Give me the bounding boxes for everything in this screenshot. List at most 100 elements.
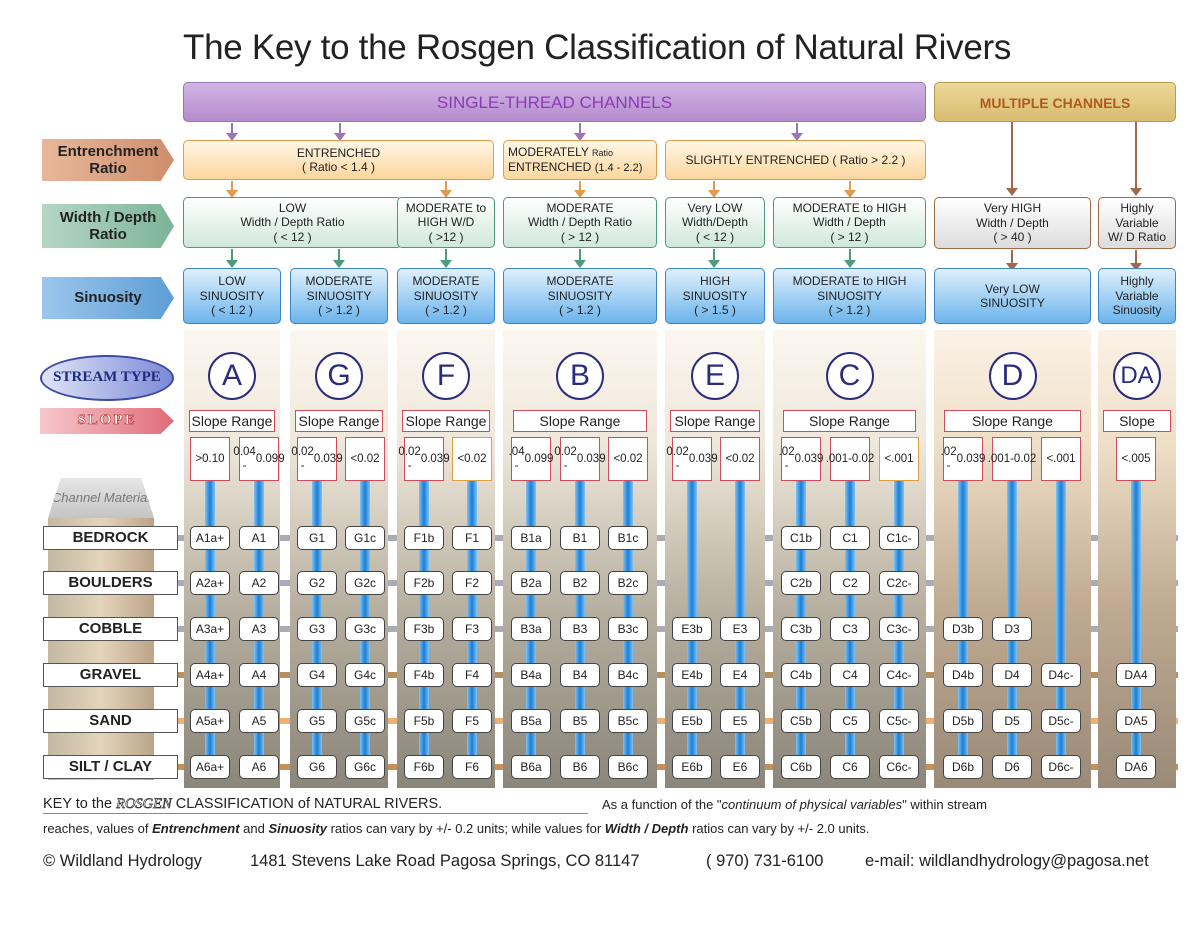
stream-cell: C2 [830, 571, 870, 595]
slope-value: 0.02 -0.039 [554, 437, 606, 481]
connector-arrow [1130, 188, 1142, 196]
width-depth-box: MODERATE Width / Depth Ratio( > 12 ) [503, 197, 657, 248]
stream-cell: A2 [239, 571, 279, 595]
stream-cell: D6 [992, 755, 1032, 779]
slope-value: 0.02 -0.039 [666, 437, 718, 481]
stream-cell: F2b [404, 571, 444, 595]
slope-range-label: Slope Range [670, 410, 760, 432]
connector-arrow [1006, 188, 1018, 196]
text-line: 0.10 [202, 452, 225, 465]
stream-cell: DA5 [1116, 709, 1156, 733]
stream-cell: A5 [239, 709, 279, 733]
connector-arrow [440, 190, 452, 198]
stream-cell: G5 [297, 709, 337, 733]
text-line: 0.02 - [666, 445, 689, 472]
stream-cell: B5 [560, 709, 600, 733]
text-line: .001- [987, 452, 1014, 465]
stream-cell: C2b [781, 571, 821, 595]
stream-cell: B1 [560, 526, 600, 550]
text-line: 0.039 [794, 452, 824, 465]
footer-note-1: As a function of the "continuum of physi… [602, 797, 987, 812]
stream-cell: F6b [404, 755, 444, 779]
text-line: ( > 1.2 ) [318, 303, 360, 318]
slope-value: 0.02 -0.039 [398, 437, 450, 481]
stream-cell: C1c- [879, 526, 919, 550]
stream-cell: E6 [720, 755, 760, 779]
page-title: The Key to the Rosgen Classification of … [183, 28, 1012, 67]
stream-cell: DA4 [1116, 663, 1156, 687]
stream-cell: D6c- [1041, 755, 1081, 779]
material-gravel: GRAVEL [43, 663, 178, 687]
stream-cell: A3a+ [190, 617, 230, 641]
text-line: 0.039 [956, 452, 986, 465]
stream-cell: A3 [239, 617, 279, 641]
text-line: .04 - [508, 445, 525, 472]
stream-type-e-badge: E [691, 352, 739, 400]
stream-cell: D3b [943, 617, 983, 641]
text-line: Width/Depth [681, 215, 749, 230]
stream-cell: G4c [345, 663, 385, 687]
stream-cell: F1b [404, 526, 444, 550]
stream-cell: F6 [452, 755, 492, 779]
connector-line [1135, 122, 1137, 188]
stream-cell: C3b [781, 617, 821, 641]
text-line: 0.039 [576, 452, 606, 465]
channel-material-label: Channel Material [48, 478, 154, 518]
stream-cell: D4b [943, 663, 983, 687]
text-line: ( > 1.5 ) [694, 303, 736, 318]
stream-cell: G3 [297, 617, 337, 641]
footer-note-2: reaches, values of Entrenchment and Sinu… [43, 821, 870, 836]
text-line: MODERATE [305, 274, 373, 289]
slope-value: <0.02 [452, 437, 492, 481]
connector-arrow [708, 190, 720, 198]
slope-label: SLOPE [40, 408, 174, 434]
stream-cell: DA6 [1116, 755, 1156, 779]
text-line: Very LOW [687, 200, 743, 215]
stream-type-c-badge: C [825, 352, 874, 400]
stream-cell: B3c [608, 617, 648, 641]
text-line: 0.039 [688, 452, 718, 465]
text-line: 0.02 - [291, 445, 314, 472]
stream-type-da-badge: DA [1113, 352, 1161, 400]
slope-value: .001- 0.02 [826, 437, 874, 481]
slope-value: 0.04 -0.099 [233, 437, 285, 481]
connector-line [713, 249, 715, 260]
stream-cell: A6a+ [190, 755, 230, 779]
text-line: HIGH W/D [417, 215, 475, 230]
width-depth-box: Very HIGH Width / Depth( > 40 ) [934, 197, 1091, 249]
stream-cell: D5 [992, 709, 1032, 733]
text-line: Width / Depth [976, 215, 1049, 230]
text-line: SINUOSITY [547, 288, 613, 303]
text-line: W/ D Ratio [1107, 230, 1166, 245]
slope-value: .001- 0.02 [988, 437, 1036, 481]
text-line: SINUOSITY [682, 288, 748, 303]
connector-arrow [226, 133, 238, 141]
stream-cell: E3b [672, 617, 712, 641]
stream-cell: B4c [608, 663, 648, 687]
stream-cell: B2 [560, 571, 600, 595]
connector-line [579, 123, 581, 133]
entrenched-box: ENTRENCHED( Ratio < 1.4 ) [183, 140, 494, 180]
stream-cell: G3c [345, 617, 385, 641]
text-line: MODERATE to [405, 200, 487, 215]
connector-line [1011, 122, 1013, 188]
slope-tube [1131, 480, 1141, 767]
text-line: Width / Depth [813, 215, 886, 230]
stream-cell: F5b [404, 709, 444, 733]
text-line: Variable [1115, 215, 1159, 230]
text-line: ( < 1.2 ) [211, 303, 253, 318]
stream-cell: G6 [297, 755, 337, 779]
sinuosity-box: Very LOW SINUOSITY [934, 268, 1091, 324]
connector-arrow [440, 260, 452, 268]
stream-cell: D3 [992, 617, 1032, 641]
text-line: LOW [218, 274, 246, 289]
text-line: <0.02 [457, 452, 487, 465]
sinuosity-box: MODERATE SINUOSITY( > 1.2 ) [397, 268, 495, 324]
text-line: 0.02 - [554, 445, 577, 472]
footer-copyright: © Wildland Hydrology [43, 852, 202, 870]
text-line: <0.02 [613, 452, 643, 465]
sinuosity-box: LOW SINUOSITY( < 1.2 ) [183, 268, 281, 324]
connector-arrow [791, 133, 803, 141]
stream-type-d-badge: D [988, 352, 1037, 400]
stream-cell: D5c- [1041, 709, 1081, 733]
